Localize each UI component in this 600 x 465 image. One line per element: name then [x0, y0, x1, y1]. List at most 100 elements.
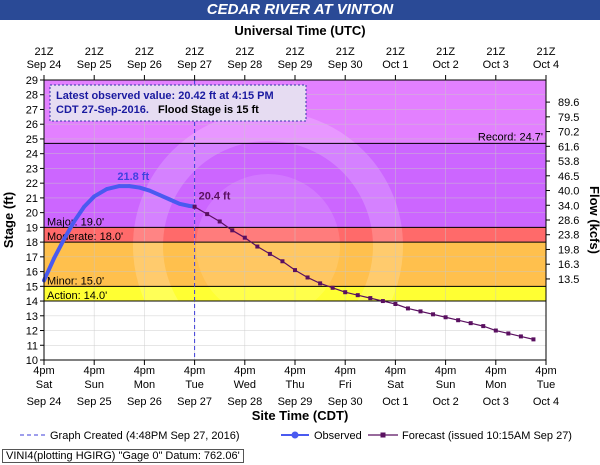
info-box	[49, 84, 307, 122]
left-tick-label: 15	[26, 281, 38, 293]
bottom-tick-label: 4pm	[234, 365, 255, 377]
forecast-point	[267, 251, 272, 256]
left-tick-label: 27	[26, 104, 38, 116]
bottom-tick-label: Sun	[436, 379, 456, 391]
bottom-axis-title: Site Time (CDT)	[252, 408, 349, 423]
legend-graph-created-label: Graph Created (4:48PM Sep 27, 2016)	[50, 430, 240, 442]
left-tick-label: 18	[26, 237, 38, 249]
bottom-tick-label: Sat	[387, 379, 404, 391]
bottom-tick-label: Sep 27	[177, 396, 212, 408]
left-tick-label: 13	[26, 311, 38, 323]
top-tick-label: Sep 30	[328, 59, 363, 71]
forecast-point	[418, 309, 423, 314]
top-tick-label: 21Z	[135, 46, 154, 58]
bottom-tick-label: 4pm	[184, 365, 205, 377]
legend-observed-label: Observed	[314, 430, 362, 442]
left-tick-label: 26	[26, 119, 38, 131]
bottom-tick-label: 4pm	[134, 365, 155, 377]
top-tick-label: Sep 27	[177, 59, 212, 71]
forecast-point	[343, 290, 348, 295]
bottom-tick-label: 4pm	[284, 365, 305, 377]
left-tick-label: 29	[26, 75, 38, 87]
left-tick-label: 21	[26, 193, 38, 205]
top-tick-label: 21Z	[486, 46, 505, 58]
noaa-watermark-core	[196, 174, 340, 318]
observed-point	[52, 256, 56, 261]
left-tick-label: 16	[26, 267, 38, 279]
forecast-point	[493, 328, 498, 333]
forecast-point	[531, 337, 536, 342]
bottom-tick-label: Oct 1	[382, 396, 408, 408]
forecast-point	[242, 235, 247, 240]
bottom-tick-label: 4pm	[385, 365, 406, 377]
right-tick-label: 53.8	[558, 156, 579, 168]
bottom-tick-label: 4pm	[435, 365, 456, 377]
left-tick-label: 24	[26, 149, 38, 161]
bottom-tick-label: Mon	[134, 379, 155, 391]
top-tick-label: 21Z	[185, 46, 204, 58]
hydrograph-chart: Record: 24.7'Major: 19.0'Moderate: 18.0'…	[1, 23, 600, 442]
forecast-point	[368, 296, 373, 301]
forecast-point	[380, 299, 385, 304]
forecast-point	[393, 302, 398, 306]
observed-point	[92, 194, 96, 199]
forecast-point	[305, 275, 310, 280]
forecast-point	[355, 293, 360, 298]
peak-label: 21.8 ft	[117, 171, 149, 183]
forecast-point	[506, 331, 511, 336]
observed-point	[104, 187, 109, 191]
left-axis-title: Stage (ft)	[1, 192, 16, 248]
right-tick-label: 23.8	[558, 230, 579, 242]
top-tick-label: 21Z	[336, 46, 355, 58]
bottom-tick-label: Tue	[185, 379, 204, 391]
threshold-label: Action: 14.0'	[47, 290, 107, 302]
right-tick-label: 16.3	[558, 259, 579, 271]
series-forecast	[194, 206, 534, 340]
forecast-point	[217, 219, 222, 224]
threshold-label: Minor: 15.0'	[47, 275, 104, 287]
top-tick-label: Sep 28	[227, 59, 262, 71]
top-tick-label: 21Z	[235, 46, 254, 58]
bottom-tick-label: Sep 28	[227, 396, 262, 408]
datum-footer: VINI4(plotting HGIRG) "Gage 0" Datum: 76…	[2, 449, 244, 463]
right-tick-label: 46.5	[558, 171, 579, 183]
bottom-tick-label: Sat	[36, 379, 53, 391]
observed-point	[82, 204, 86, 209]
chart-title: CEDAR RIVER AT VINTON	[206, 1, 394, 18]
bottom-tick-label: Sep 24	[27, 396, 62, 408]
observed-point	[167, 197, 172, 202]
right-tick-label: 79.5	[558, 112, 579, 124]
top-tick-label: Oct 2	[432, 59, 458, 71]
top-tick-label: Oct 4	[533, 59, 559, 71]
title-bar	[0, 0, 600, 20]
bottom-tick-label: Sep 26	[127, 396, 162, 408]
observed-point	[62, 237, 66, 241]
right-tick-label: 89.6	[558, 97, 579, 109]
observed-point	[127, 184, 132, 188]
bottom-tick-label: Oct 3	[483, 396, 509, 408]
forecast-point	[456, 318, 461, 323]
bottom-tick-label: 4pm	[535, 365, 556, 377]
threshold-label: Moderate: 18.0'	[47, 231, 123, 243]
left-tick-label: 17	[26, 252, 38, 264]
left-tick-label: 25	[26, 134, 38, 146]
right-tick-label: 34.0	[558, 200, 579, 212]
forecast-point	[255, 244, 260, 249]
bottom-tick-label: Sep 30	[328, 396, 363, 408]
top-tick-label: Oct 1	[382, 59, 408, 71]
forecast-point	[192, 204, 197, 209]
observed-point	[177, 201, 182, 206]
forecast-point	[518, 334, 523, 339]
legend-observed-marker	[291, 431, 299, 439]
forecast-point	[318, 281, 323, 286]
right-axis-title: Flow (kcfs)	[587, 186, 600, 254]
observed-point	[117, 184, 122, 188]
forecast-point	[405, 306, 410, 311]
bottom-tick-label: Thu	[286, 379, 305, 391]
bottom-tick-label: Sep 25	[77, 396, 112, 408]
forecast-point	[230, 228, 235, 233]
bottom-tick-label: Sun	[84, 379, 104, 391]
info-date: CDT 27-Sep-2016.	[56, 104, 149, 116]
latest-label: 20.4 ft	[199, 190, 231, 202]
